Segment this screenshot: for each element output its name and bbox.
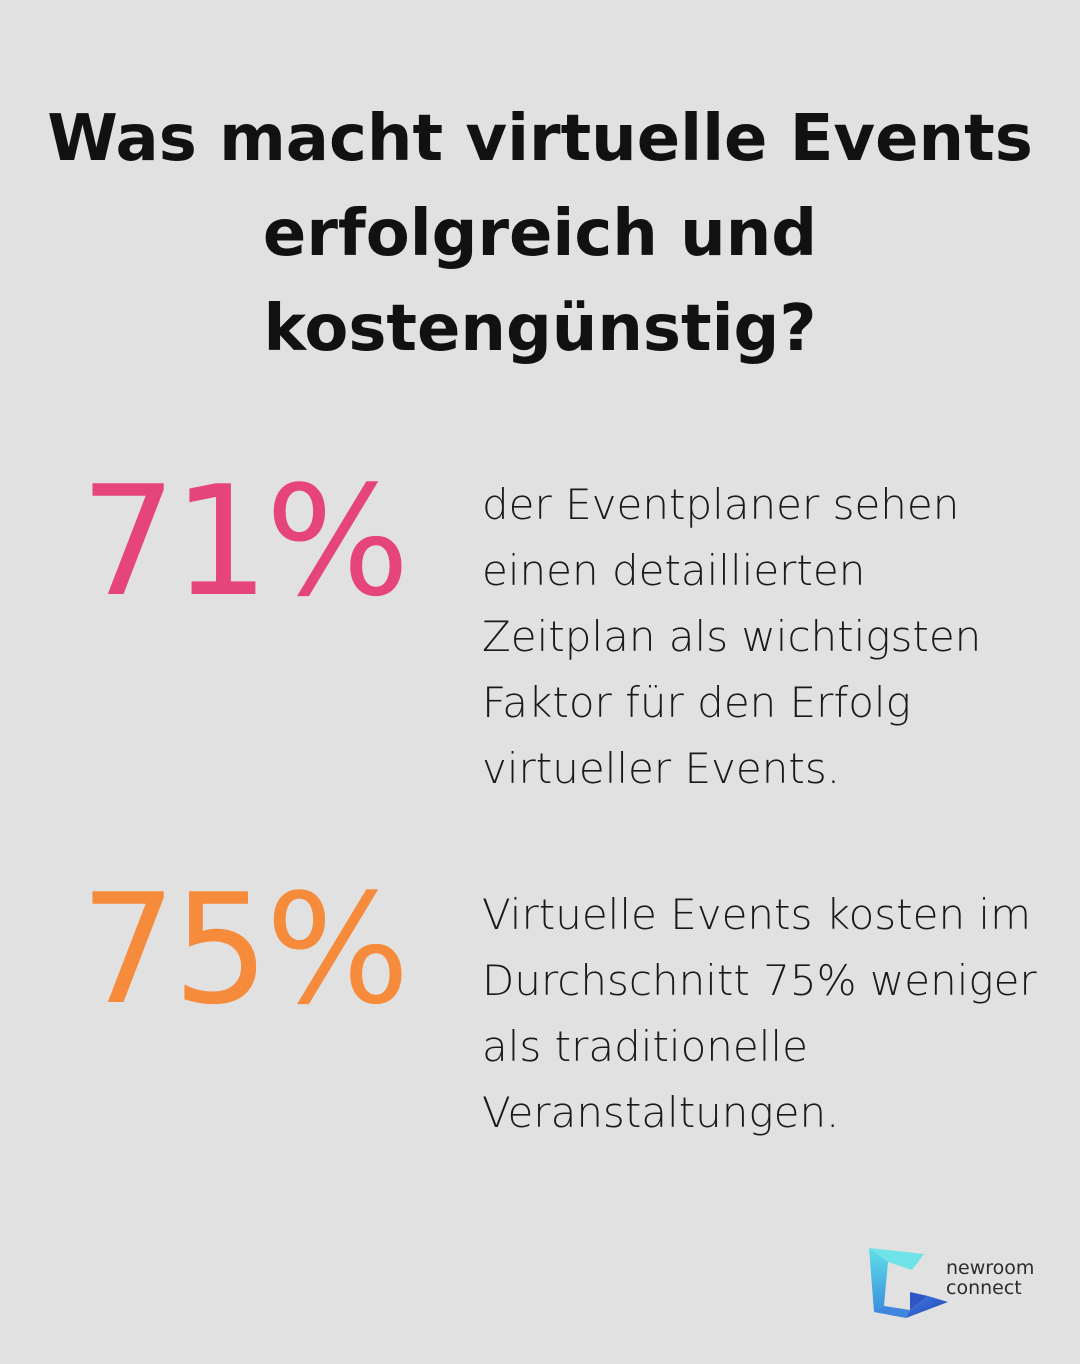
stat-value-75: 75% (80, 861, 410, 1038)
page-title: Was macht virtuelle Events erfolgreich u… (47, 102, 1033, 366)
stat-description-71: der Eventplaner sehen einen detaillierte… (482, 480, 982, 793)
logo-text-line1: newroom (946, 1257, 1035, 1279)
logo-wordmark: newroom connect (946, 1258, 1034, 1298)
brand-logo: newroom connect (866, 1246, 1046, 1320)
stat-description-75: Virtuelle Events kosten im Durchschnitt … (482, 890, 1037, 1137)
logo-text-line2: connect (946, 1277, 1022, 1299)
newroom-connect-logo-icon (869, 1248, 948, 1318)
stat-value-71: 71% (80, 453, 410, 630)
